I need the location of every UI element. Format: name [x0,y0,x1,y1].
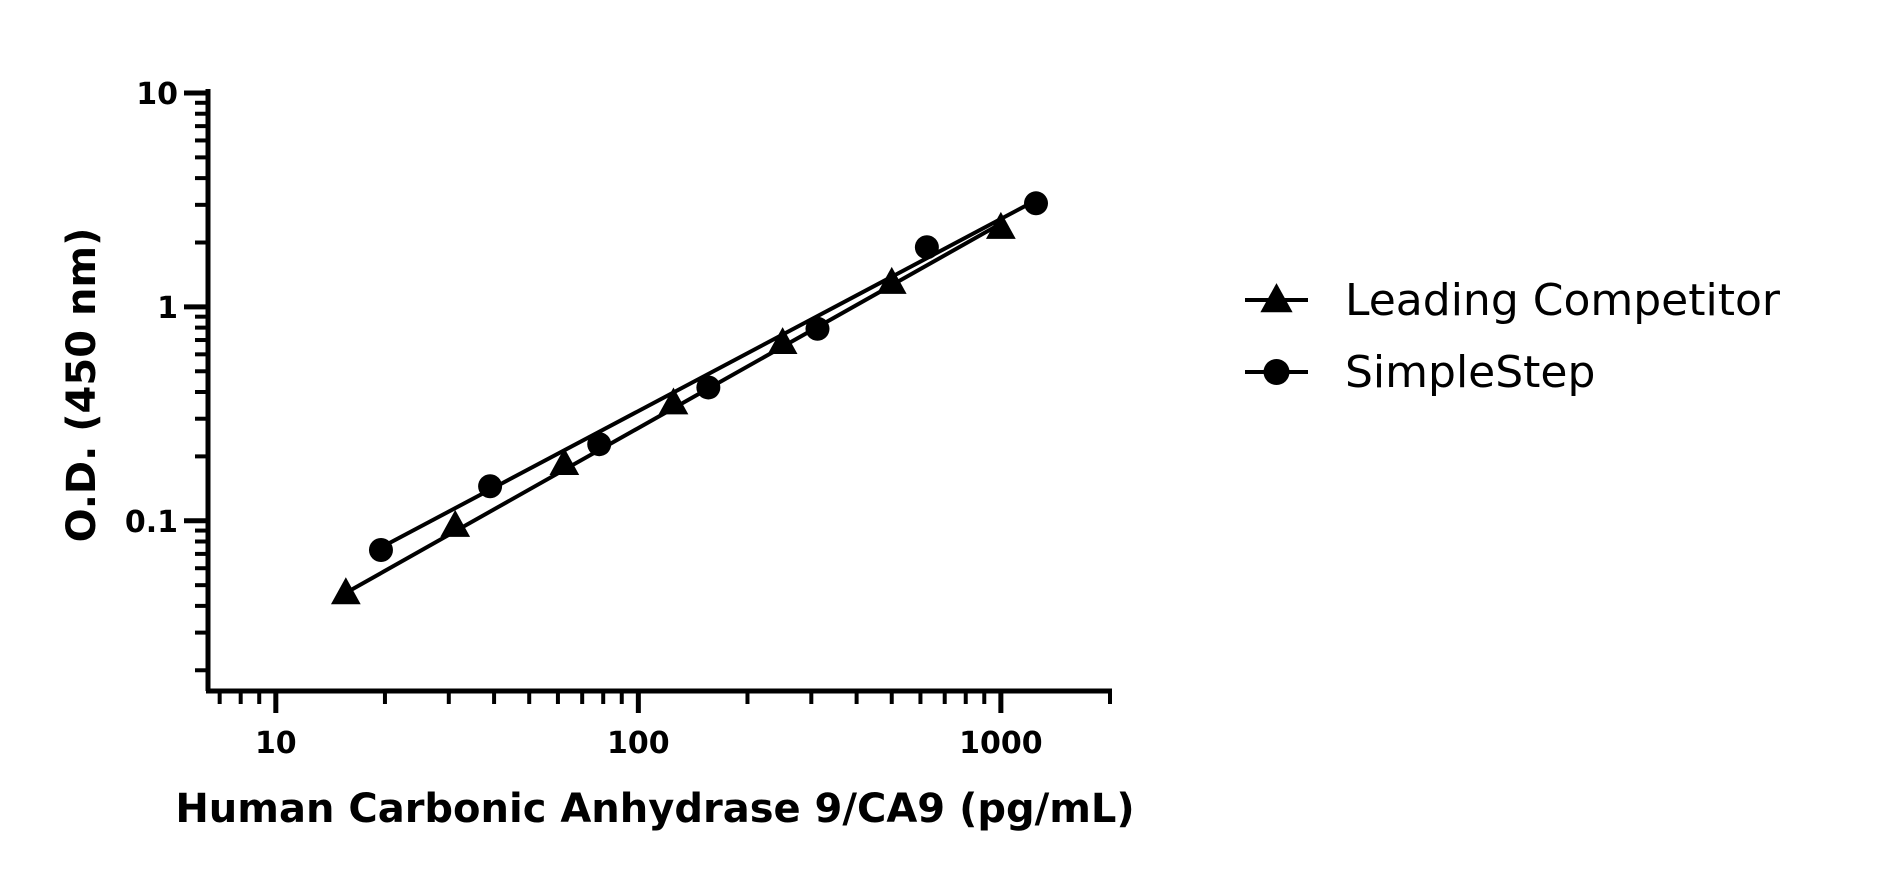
legend-item-simplestep: SimpleStep [1245,347,1595,398]
y-axis: 0.1 1 10 [125,77,211,691]
y-tick-label: 10 [136,77,178,112]
legend-marker-triangle [1260,283,1293,313]
leading-competitor-point [876,266,907,294]
legend-label: Leading Competitor [1345,275,1781,326]
simplestep-point [805,316,830,341]
leading-competitor-point [440,509,471,537]
x-axis-title: Human Carbonic Anhydrase 9/CA9 (pg/mL) [175,786,1134,832]
x-tick-label: 1000 [959,726,1043,761]
leading-competitor-point [549,448,580,475]
y-tick-label: 1 [157,291,178,326]
leading-competitor-point [985,211,1016,239]
y-axis-title: O.D. (450 nm) [59,228,105,543]
legend-marker-circle [1263,359,1290,385]
simplestep-point [696,375,721,400]
data-markers [330,191,1049,605]
plot-area [330,191,1049,605]
simplestep-point [478,474,503,499]
leading-competitor-point [658,387,689,415]
leading-competitor-point [767,327,798,355]
y-tick-label: 0.1 [125,505,178,540]
legend: Leading Competitor SimpleStep [1245,275,1781,398]
simplestep-fit-line [380,198,1037,550]
simplestep-point [587,432,612,457]
legend-item-leading-competitor: Leading Competitor [1245,275,1781,326]
simplestep-point [368,538,393,563]
x-axis: 10 100 1000 [206,688,1112,761]
simplestep-point [914,235,939,260]
x-tick-label: 10 [255,726,297,761]
x-tick-label: 100 [607,726,670,761]
leading-competitor-point [330,577,361,605]
simplestep-point [1024,191,1049,216]
legend-label: SimpleStep [1345,347,1595,398]
